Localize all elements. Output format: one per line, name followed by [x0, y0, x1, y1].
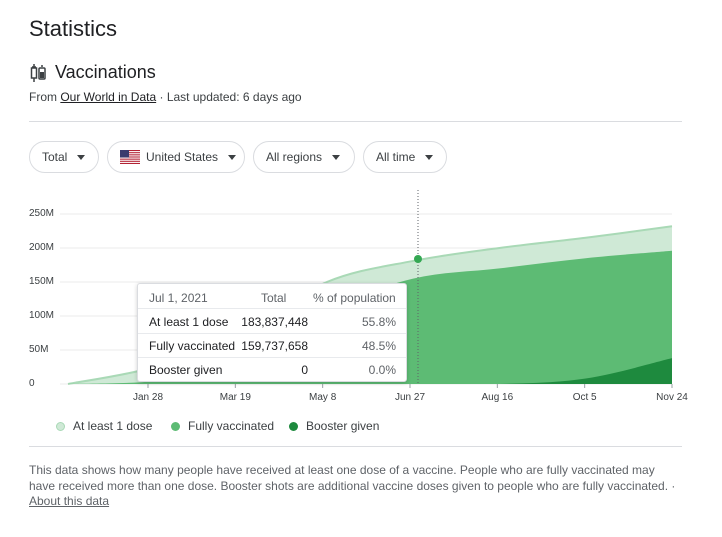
- legend-label: At least 1 dose: [73, 419, 153, 433]
- y-tick-label: 0: [29, 378, 35, 389]
- tooltip-divider: [138, 333, 406, 334]
- regions-filter-chip[interactable]: All regions: [253, 141, 355, 173]
- tooltip-date: Jul 1, 2021: [149, 291, 208, 305]
- legend-item-at-least-1-dose[interactable]: At least 1 dose: [56, 419, 152, 433]
- y-tick-label: 100M: [29, 310, 55, 321]
- chevron-down-icon: [228, 154, 237, 160]
- tooltip-row-label: Booster given: [149, 363, 223, 377]
- x-tick-label: Oct 5: [572, 392, 597, 403]
- x-tick-label: Mar 19: [219, 392, 251, 403]
- legend-item-booster-given[interactable]: Booster given: [289, 419, 379, 433]
- legend-dot: [289, 421, 298, 431]
- legend-dot: [56, 421, 65, 431]
- legend-item-fully-vaccinated[interactable]: Fully vaccinated: [171, 419, 274, 433]
- last-updated: · Last updated: 6 days ago: [159, 90, 302, 104]
- legend-label: Booster given: [306, 419, 380, 433]
- chevron-down-icon: [332, 154, 341, 160]
- section-header: Vaccinations: [29, 62, 156, 83]
- divider: [29, 446, 682, 447]
- tooltip-divider: [138, 308, 406, 309]
- area-booster-given: [68, 358, 672, 384]
- x-tick-label: Jun 27: [394, 392, 426, 403]
- tooltip-col-pct: % of population: [313, 291, 396, 305]
- time-filter-label: All time: [376, 150, 416, 164]
- y-tick-label: 150M: [29, 276, 55, 287]
- country-filter-label: United States: [146, 150, 219, 164]
- section-title: Vaccinations: [55, 62, 156, 82]
- tooltip-row-pct: 48.5%: [361, 339, 396, 353]
- y-tick-label: 200M: [29, 242, 55, 253]
- syringe-icon: [29, 63, 47, 83]
- tooltip-row-pct: 0.0%: [368, 363, 396, 377]
- total-filter-label: Total: [42, 150, 68, 164]
- source-link[interactable]: Our World in Data: [60, 90, 157, 104]
- chart-tooltip: Jul 1, 2021 Total % of population At lea…: [137, 283, 407, 382]
- tooltip-col-total: Total: [261, 291, 287, 305]
- x-tick-label: Nov 24: [656, 392, 688, 403]
- regions-filter-label: All regions: [266, 150, 323, 164]
- x-tick-label: May 8: [309, 392, 337, 403]
- footnote-text: This data shows how many people have rec…: [29, 463, 669, 493]
- time-filter-chip[interactable]: All time: [363, 141, 447, 173]
- tooltip-row-pct: 55.8%: [361, 315, 396, 329]
- hover-marker: [414, 254, 422, 263]
- country-filter-chip[interactable]: United States: [107, 141, 245, 173]
- tooltip-row-total: 183,837,448: [241, 315, 308, 329]
- divider: [29, 121, 682, 122]
- x-tick-label: Aug 16: [481, 392, 514, 403]
- about-this-data-link[interactable]: About this data: [29, 494, 110, 508]
- legend-dot: [171, 421, 180, 431]
- source-prefix: From: [29, 90, 57, 104]
- footnote: This data shows how many people have rec…: [29, 463, 679, 510]
- total-filter-chip[interactable]: Total: [29, 141, 99, 173]
- tooltip-row-label: At least 1 dose: [149, 315, 229, 329]
- source-line: From Our World in Data · Last updated: 6…: [29, 90, 302, 104]
- x-tick-label: Jan 28: [132, 392, 164, 403]
- chevron-down-icon: [425, 154, 434, 160]
- us-flag-icon: [120, 150, 146, 164]
- tooltip-divider: [138, 357, 406, 358]
- tooltip-row-total: 159,737,658: [241, 339, 308, 353]
- y-tick-label: 250M: [29, 208, 55, 219]
- page-title: Statistics: [29, 16, 118, 41]
- tooltip-row-total: 0: [301, 363, 308, 377]
- tooltip-row-label: Fully vaccinated: [149, 339, 236, 353]
- legend-label: Fully vaccinated: [188, 419, 275, 433]
- y-tick-label: 50M: [29, 344, 49, 355]
- footnote-separator: ·: [671, 478, 676, 493]
- chevron-down-icon: [77, 154, 86, 160]
